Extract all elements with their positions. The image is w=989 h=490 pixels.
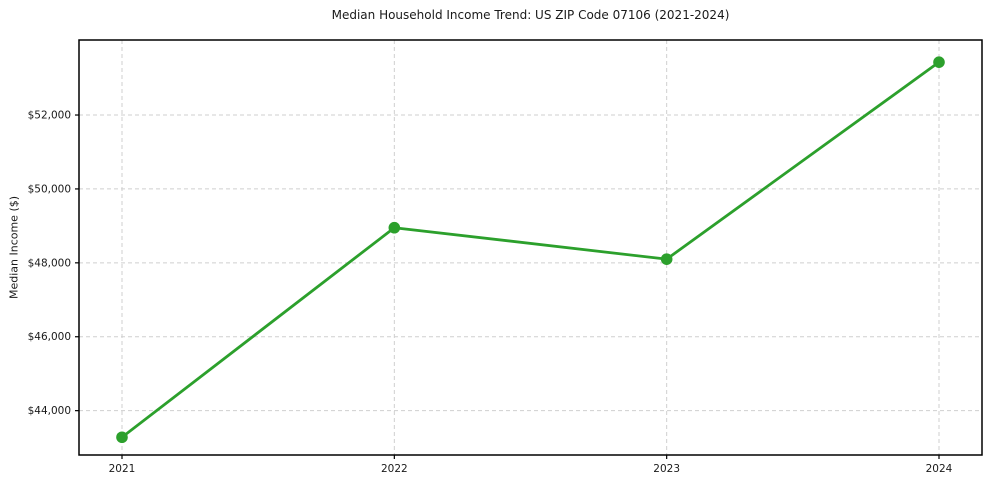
y-tick-label: $48,000 xyxy=(28,257,71,269)
x-tick-label: 2021 xyxy=(109,463,136,475)
y-tick-label: $52,000 xyxy=(28,110,71,122)
data-point-marker xyxy=(660,253,673,265)
data-point-marker xyxy=(933,56,945,68)
y-tick-label: $44,000 xyxy=(28,405,71,417)
x-tick-label: 2022 xyxy=(381,463,408,475)
chart-title: Median Household Income Trend: US ZIP Co… xyxy=(331,8,730,22)
data-point-marker xyxy=(116,431,128,444)
trend-line xyxy=(120,60,941,439)
y-tick-label: $46,000 xyxy=(28,331,71,343)
data-point-marker xyxy=(388,221,401,234)
y-tick-label: $50,000 xyxy=(28,183,71,195)
x-tick-label: 2024 xyxy=(926,463,953,475)
x-tick-label: 2023 xyxy=(653,463,680,475)
plot-border xyxy=(78,39,983,456)
